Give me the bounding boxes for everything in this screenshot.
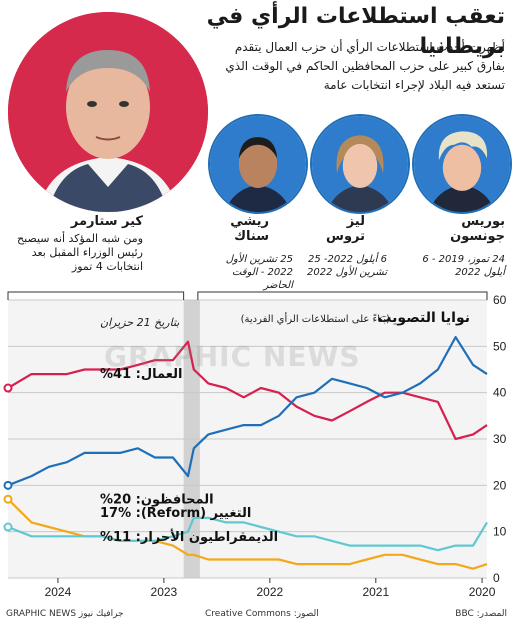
y-tick-label: 60: [493, 293, 507, 307]
series-end-marker-1: [3, 480, 13, 490]
series-label-0: العمال: 41%: [100, 367, 182, 382]
chart-subtitle: (بناءً على استطلاعات الرأي الفردية): [241, 312, 390, 325]
x-tick-label: 2021: [362, 585, 389, 599]
starmer-name: كير ستارمر: [70, 214, 143, 229]
intro-text: أظهرت أحدث استطلاعات الرأي أن حزب العمال…: [225, 40, 505, 92]
x-tick-label: 2024: [45, 585, 72, 599]
y-tick-label: 50: [493, 339, 507, 353]
johnson-name: بوريس جونسون: [450, 214, 505, 244]
footer-source: المصدر: BBC: [455, 609, 507, 619]
sunak-photo: [208, 114, 308, 214]
series-label-2: التغيير (Reform): 17%: [100, 506, 251, 521]
sunak-portrait-icon: [210, 116, 306, 212]
johnson-term: 24 تموز، 2019 - 6 أيلول 2022: [422, 254, 505, 278]
truss-portrait-icon: [312, 116, 408, 212]
y-tick-label: 0: [493, 571, 500, 585]
x-tick-label: 2023: [151, 585, 178, 599]
voting-intention-chart: 0 10 20 30 40 50 60 2020 2021 2022 2023 2024 العمال:…: [0, 282, 515, 607]
y-tick-label: 20: [493, 478, 507, 492]
johnson-portrait-icon: [414, 116, 510, 212]
truss-photo: [310, 114, 410, 214]
chart-svg: 0 10 20 30 40 50 60 2020 2021 2022 2023 2024 العمال:…: [3, 291, 507, 599]
footer: المصدر: BBC الصور: Creative Commons جراف…: [0, 605, 515, 625]
footer-credit: جرافيك نيوز GRAPHIC NEWS: [6, 609, 124, 619]
x-tick-label: 2022: [257, 585, 284, 599]
y-tick-label: 40: [493, 386, 507, 400]
series-label-3: الديمقراطيون الأحرار: 11%: [100, 528, 278, 545]
series-end-marker-0: [3, 383, 13, 393]
series-line-3: [7, 516, 488, 552]
y-tick-label: 30: [493, 432, 507, 446]
series-end-marker-2: [3, 494, 13, 504]
johnson-bracket: [197, 291, 488, 300]
truss-term: 6 أيلول 2022- 25 تشرين الأول 2022: [306, 254, 387, 278]
series-label-1: المحافظون: 20%: [100, 492, 214, 507]
chart-title: نوايا التصويت: [377, 310, 470, 326]
starmer-photo: [8, 12, 208, 212]
truss-name: ليز تروس: [326, 214, 365, 244]
series-end-marker-3: [3, 522, 13, 532]
series-line-0: [7, 340, 488, 441]
sunak-name: ريشي سناك: [230, 214, 269, 244]
starmer-note: ومن شبه المؤكد أنه سيصبح رئيس الوزراء ال…: [17, 232, 143, 273]
date-note: بتاريخ 21 حزيران: [100, 316, 179, 329]
sunak-term: 25 تشرين الأول 2022 - الوقت الحاضر: [225, 254, 293, 291]
starmer-portrait-icon: [8, 12, 208, 212]
sunak-bracket: [7, 291, 185, 300]
johnson-photo: [412, 114, 512, 214]
y-tick-label: 10: [493, 525, 507, 539]
page-title: تعقب استطلاعات الرأي في بريطانيا: [206, 4, 505, 59]
series-line-1: [7, 336, 488, 487]
x-tick-label: 2020: [469, 585, 496, 599]
footer-photos: الصور: Creative Commons: [205, 609, 319, 619]
